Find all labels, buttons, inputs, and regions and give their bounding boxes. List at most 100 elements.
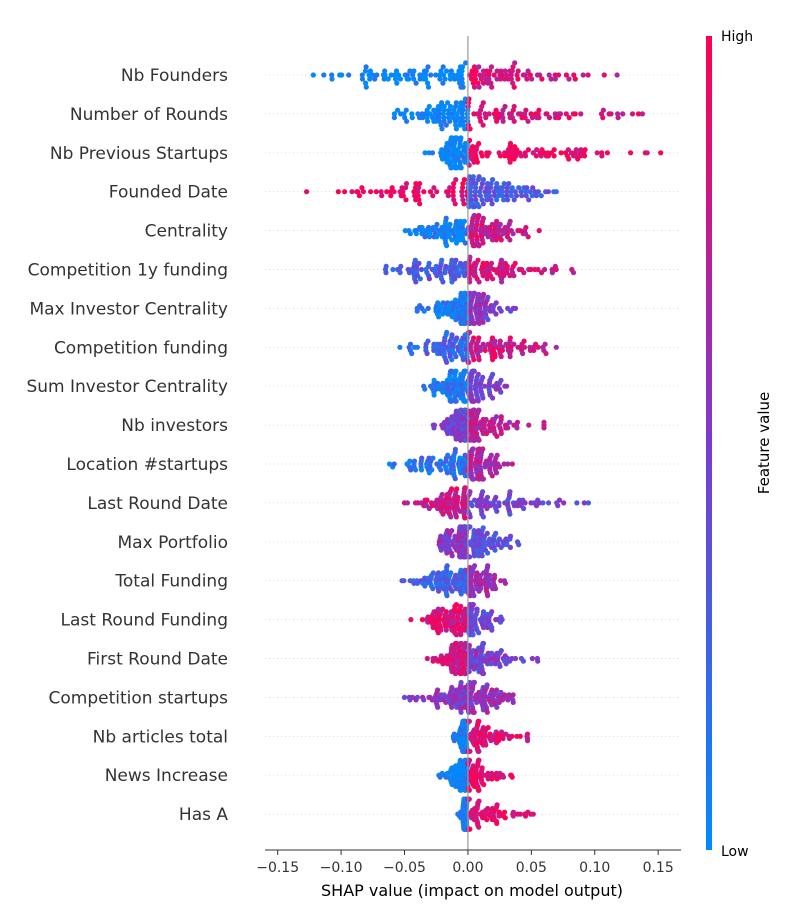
shap-point <box>535 344 541 350</box>
shap-point <box>496 738 502 744</box>
shap-point <box>481 781 487 788</box>
shap-point <box>480 177 486 183</box>
shap-point <box>489 84 495 90</box>
shap-point <box>463 368 469 374</box>
shap-point <box>553 189 559 195</box>
shap-point <box>359 76 366 82</box>
shap-point <box>403 197 409 203</box>
shap-point <box>411 189 417 195</box>
shap-point <box>614 72 620 78</box>
shap-point <box>489 237 496 243</box>
shap-point <box>462 126 468 132</box>
shap-point <box>521 505 527 512</box>
shap-point <box>497 464 503 470</box>
shap-point <box>349 189 355 195</box>
shap-point <box>521 338 527 344</box>
shap-point <box>452 670 459 677</box>
shap-point <box>449 486 455 492</box>
shap-point <box>451 181 457 187</box>
shap-point <box>444 359 450 365</box>
shap-point <box>448 398 454 404</box>
colorbar-gradient <box>706 36 712 850</box>
shap-point <box>422 150 428 156</box>
colorbar-low-label: Low <box>721 844 749 860</box>
shap-point <box>571 72 577 78</box>
shap-point <box>475 257 481 263</box>
shap-point <box>419 617 425 623</box>
shap-point <box>608 111 614 117</box>
shap-point <box>440 606 446 612</box>
shap-point <box>499 72 505 78</box>
shap-point <box>542 341 548 347</box>
shap-point <box>501 197 507 203</box>
shap-point <box>507 489 513 495</box>
shap-point <box>497 338 503 344</box>
shap-point <box>499 193 505 199</box>
shap-point <box>533 193 540 199</box>
shap-point <box>486 111 492 117</box>
shap-point <box>544 111 550 117</box>
shap-point <box>443 263 449 269</box>
shap-point <box>453 177 459 183</box>
shap-point <box>403 107 409 113</box>
shap-point <box>480 291 487 297</box>
shap-point <box>434 234 440 240</box>
shap-point <box>462 240 468 246</box>
shap-point <box>439 100 445 106</box>
shap-point <box>448 68 454 74</box>
shap-point <box>480 100 486 106</box>
shap-point <box>492 547 498 553</box>
shap-point <box>488 181 494 187</box>
shap-point <box>449 553 455 559</box>
shap-point <box>493 185 499 191</box>
shap-point <box>441 115 447 121</box>
shap-point <box>510 809 516 815</box>
x-tick-label: −0.10 <box>320 860 363 876</box>
shap-point <box>458 135 464 141</box>
shap-point <box>467 524 473 530</box>
shap-point <box>476 84 482 90</box>
shap-point <box>400 189 406 195</box>
shap-point <box>443 215 449 221</box>
shap-point <box>471 335 477 341</box>
shap-point <box>499 729 505 735</box>
shap-point <box>491 72 497 78</box>
shap-point <box>437 774 443 780</box>
shap-point <box>476 140 482 147</box>
shap-point <box>500 231 506 237</box>
shap-point <box>489 650 495 656</box>
shap-point <box>435 570 442 576</box>
shap-point <box>480 609 487 615</box>
shap-point <box>494 687 500 693</box>
shap-point <box>517 733 523 739</box>
shap-point <box>536 500 542 506</box>
shap-point <box>388 72 394 78</box>
shap-point <box>483 416 489 423</box>
shap-point <box>494 704 500 710</box>
feature-label: Sum Investor Centrality <box>26 377 228 397</box>
shap-point <box>502 809 508 815</box>
shap-point <box>580 72 586 78</box>
shap-point <box>485 805 491 812</box>
shap-point <box>490 395 496 401</box>
shap-point <box>466 359 472 365</box>
shap-point <box>452 201 458 207</box>
shap-point <box>449 684 455 691</box>
shap-point <box>391 461 397 467</box>
data-points <box>304 60 664 832</box>
shap-point <box>457 757 463 763</box>
shap-point <box>423 68 429 74</box>
shap-point <box>470 602 476 608</box>
shap-point <box>439 257 445 263</box>
shap-point <box>533 153 540 159</box>
shap-point <box>379 193 385 199</box>
shap-point <box>415 193 421 199</box>
shap-point <box>475 398 481 404</box>
colorbar-high-label: High <box>721 29 753 45</box>
feature-label: Competition startups <box>49 688 229 708</box>
shap-point <box>480 201 486 207</box>
shap-point <box>574 500 580 506</box>
shap-point <box>496 193 502 199</box>
shap-point <box>441 107 447 113</box>
shap-point <box>335 189 341 195</box>
